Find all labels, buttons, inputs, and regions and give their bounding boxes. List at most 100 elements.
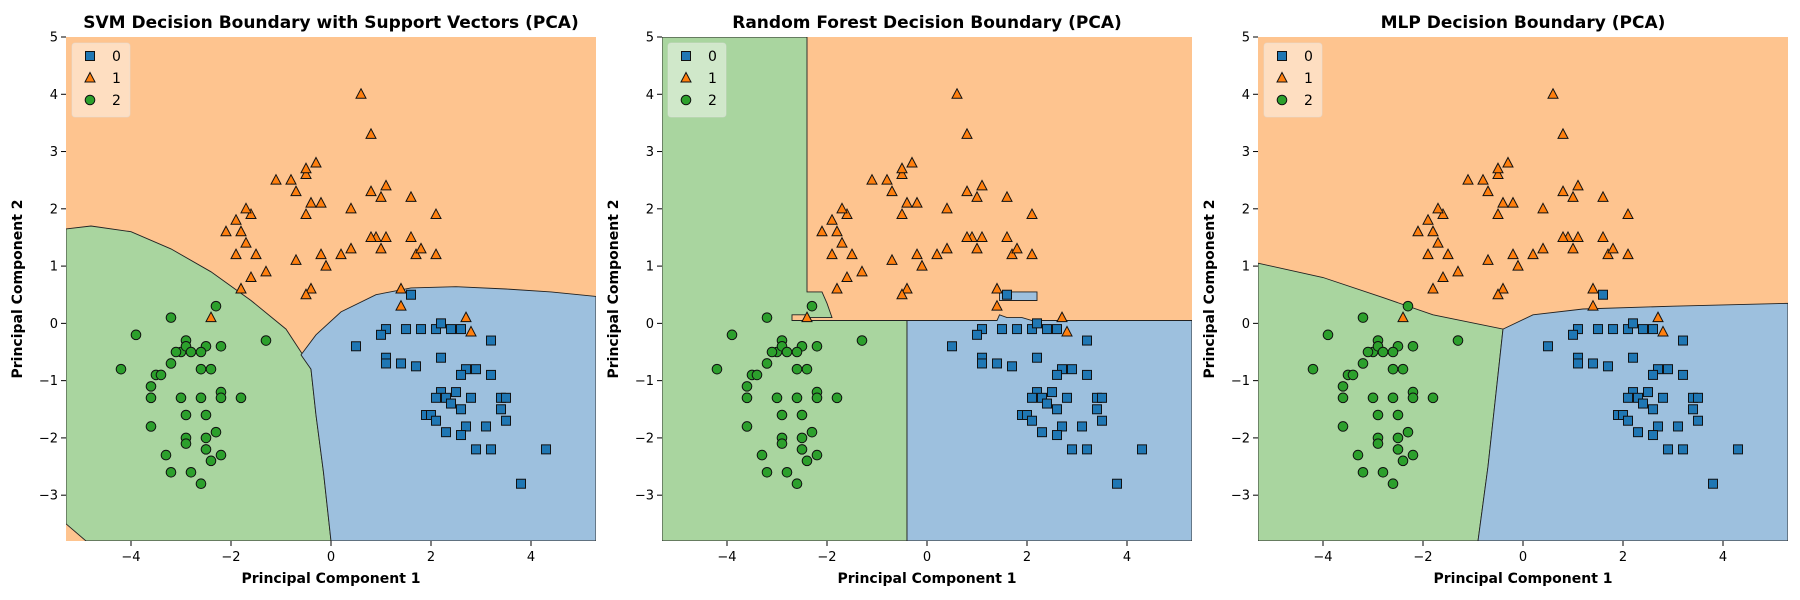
y-tick-label: 2 bbox=[646, 202, 654, 217]
point-class2 bbox=[1357, 312, 1369, 323]
point-class1 bbox=[931, 248, 943, 260]
point-class0 bbox=[1638, 324, 1648, 335]
point-class0 bbox=[1052, 369, 1062, 380]
point-class1 bbox=[285, 173, 297, 185]
point-class2 bbox=[200, 444, 212, 455]
point-class2 bbox=[801, 363, 813, 375]
point-class1 bbox=[1001, 230, 1013, 242]
point-class2 bbox=[806, 300, 818, 312]
point-class1 bbox=[380, 179, 392, 191]
point-class1 bbox=[951, 87, 963, 99]
point-class1 bbox=[460, 311, 472, 323]
y-tick-label: 4 bbox=[646, 88, 654, 103]
point-class2 bbox=[1387, 363, 1399, 375]
legend-marker-class0 bbox=[85, 51, 95, 61]
point-class1 bbox=[300, 167, 312, 179]
y-tick-label: 5 bbox=[646, 31, 654, 46]
point-class2 bbox=[155, 369, 167, 381]
point-class2 bbox=[801, 455, 813, 467]
point-class1 bbox=[260, 265, 272, 277]
point-class1 bbox=[1452, 265, 1464, 277]
point-class1 bbox=[300, 162, 312, 174]
point-class0 bbox=[1027, 392, 1037, 403]
y-tick-label: −3 bbox=[1231, 489, 1250, 504]
point-class1 bbox=[375, 242, 387, 254]
point-class2 bbox=[160, 449, 172, 461]
point-class0 bbox=[436, 352, 446, 363]
point-class0 bbox=[446, 398, 456, 409]
point-class1 bbox=[1427, 282, 1439, 294]
point-class1 bbox=[220, 225, 232, 237]
point-class0 bbox=[1002, 289, 1012, 300]
point-class1 bbox=[1557, 127, 1569, 139]
y-tick-label: 3 bbox=[1242, 145, 1250, 160]
point-class0 bbox=[1648, 404, 1658, 415]
point-class0 bbox=[1693, 392, 1703, 403]
point-class1 bbox=[911, 248, 923, 260]
point-class1 bbox=[365, 185, 377, 197]
point-class2 bbox=[791, 346, 803, 358]
point-class2 bbox=[1397, 455, 1409, 467]
point-class2 bbox=[1452, 335, 1464, 346]
point-class1 bbox=[245, 207, 257, 220]
x-axis-label: Principal Component 1 bbox=[837, 571, 1016, 587]
point-class0 bbox=[1628, 318, 1638, 329]
point-class1 bbox=[305, 282, 317, 294]
x-tick-label: −4 bbox=[1313, 550, 1332, 565]
y-tick-label: −2 bbox=[635, 431, 654, 446]
point-class2 bbox=[756, 449, 768, 461]
y-tick-label: 2 bbox=[50, 202, 58, 217]
legend-marker-class0 bbox=[681, 51, 691, 61]
point-class2 bbox=[791, 363, 803, 375]
point-class1 bbox=[1567, 242, 1579, 254]
point-class0 bbox=[997, 324, 1007, 335]
point-class1 bbox=[205, 311, 217, 323]
point-class1 bbox=[1442, 248, 1454, 260]
point-class2 bbox=[215, 449, 227, 461]
point-class0 bbox=[471, 444, 481, 455]
point-class2 bbox=[210, 426, 222, 438]
point-class1 bbox=[916, 259, 928, 271]
point-class0 bbox=[1688, 404, 1698, 415]
point-class1 bbox=[315, 248, 327, 260]
point-class2 bbox=[1407, 340, 1419, 352]
point-class1 bbox=[976, 179, 988, 191]
point-class0 bbox=[1673, 421, 1683, 432]
legend-label: 0 bbox=[112, 49, 121, 65]
point-class1 bbox=[345, 242, 357, 254]
point-class2 bbox=[741, 381, 753, 392]
point-class0 bbox=[1543, 341, 1553, 352]
point-class0 bbox=[446, 324, 456, 335]
point-class2 bbox=[1407, 392, 1419, 404]
point-class1 bbox=[235, 225, 247, 237]
point-class2 bbox=[761, 358, 773, 369]
point-class0 bbox=[1633, 427, 1643, 438]
point-class2 bbox=[1357, 358, 1369, 369]
point-class2 bbox=[1372, 409, 1384, 421]
y-tick-label: 5 bbox=[50, 31, 58, 46]
x-tick-label: −2 bbox=[221, 550, 240, 565]
point-class0 bbox=[1082, 444, 1092, 455]
point-class1 bbox=[365, 127, 377, 139]
point-class2 bbox=[796, 432, 808, 444]
data-points bbox=[115, 87, 551, 490]
legend-box bbox=[667, 42, 727, 118]
point-class0 bbox=[516, 478, 526, 489]
point-class1 bbox=[831, 282, 843, 294]
point-class2 bbox=[811, 392, 823, 404]
point-class2 bbox=[1402, 300, 1414, 312]
point-class1 bbox=[1432, 202, 1444, 214]
point-class1 bbox=[836, 236, 848, 248]
point-class1 bbox=[335, 248, 347, 260]
point-class2 bbox=[711, 363, 723, 375]
y-tick-label: −1 bbox=[1231, 374, 1250, 389]
legend-marker-class2 bbox=[84, 94, 96, 106]
point-class2 bbox=[180, 438, 192, 449]
point-class0 bbox=[1067, 364, 1077, 375]
point-class1 bbox=[1412, 225, 1424, 237]
point-class0 bbox=[481, 421, 491, 432]
legend: 0 1 2 bbox=[71, 42, 131, 118]
point-class1 bbox=[1572, 230, 1584, 242]
point-class0 bbox=[1137, 444, 1147, 455]
point-class1 bbox=[831, 225, 843, 237]
